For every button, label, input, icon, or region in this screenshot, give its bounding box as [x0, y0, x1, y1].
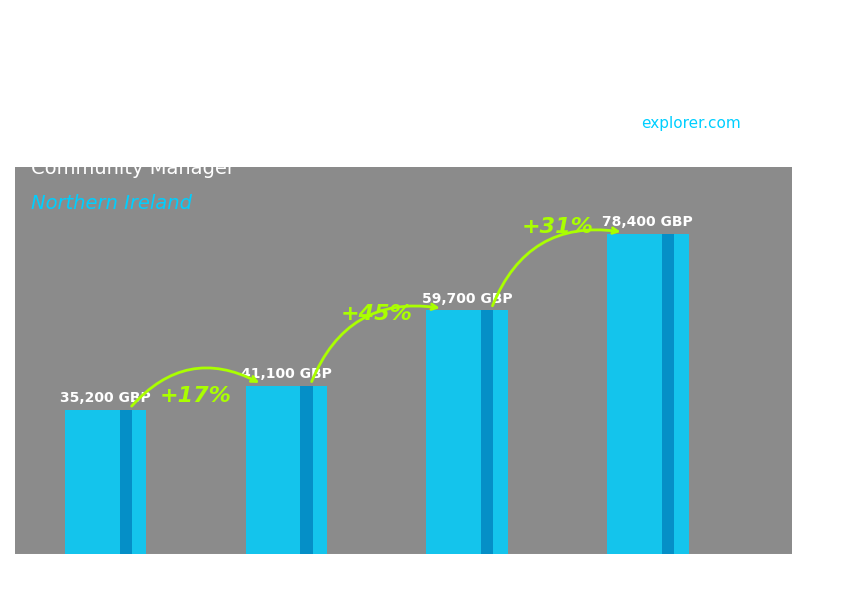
Text: 78,400 GBP: 78,400 GBP: [603, 215, 694, 229]
Bar: [607, 234, 688, 554]
Text: salary: salary: [575, 116, 621, 132]
Text: 41,100 GBP: 41,100 GBP: [241, 367, 332, 381]
Bar: [481, 310, 494, 554]
Text: +45%: +45%: [341, 304, 412, 324]
Text: +17%: +17%: [160, 385, 232, 405]
Text: 35,200 GBP: 35,200 GBP: [60, 391, 150, 405]
Bar: [246, 386, 327, 554]
Text: +31%: +31%: [522, 217, 593, 237]
Text: Northern Ireland: Northern Ireland: [31, 194, 191, 213]
Text: explorer.com: explorer.com: [641, 116, 740, 132]
Bar: [300, 386, 313, 554]
Text: 59,700 GBP: 59,700 GBP: [422, 291, 513, 305]
Text: Salary Comparison By Education: Salary Comparison By Education: [31, 116, 587, 145]
Bar: [427, 310, 507, 554]
Bar: [65, 410, 146, 554]
Bar: [662, 234, 674, 554]
Text: Average Yearly Salary: Average Yearly Salary: [806, 315, 816, 436]
Text: Community Manager: Community Manager: [31, 159, 235, 178]
Bar: [120, 410, 132, 554]
